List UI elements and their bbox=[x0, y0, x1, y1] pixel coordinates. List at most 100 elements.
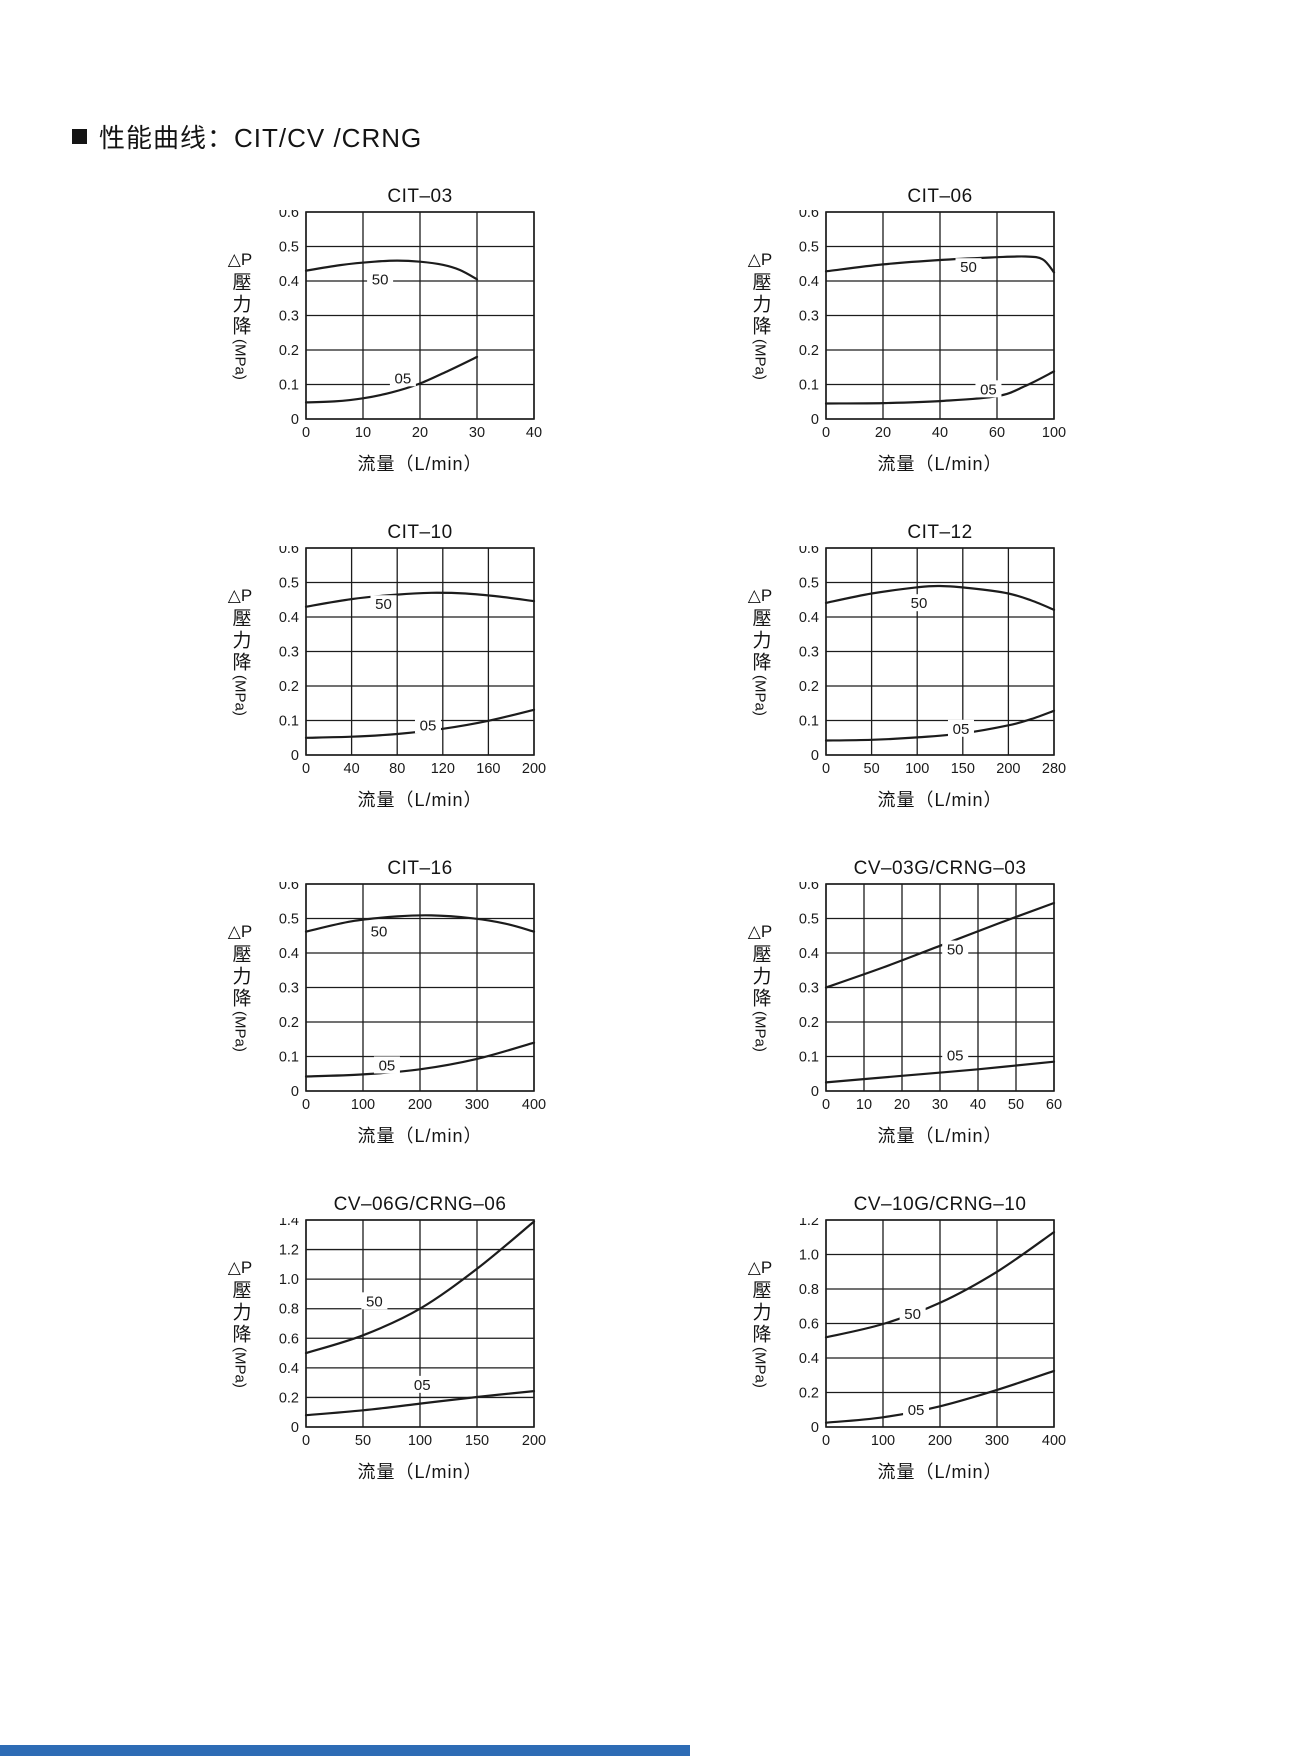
curve-label-50: 50 bbox=[911, 595, 928, 612]
svg-text:0.6: 0.6 bbox=[279, 546, 299, 557]
chart-title: CIT–10 bbox=[387, 522, 453, 543]
svg-text:30: 30 bbox=[932, 1097, 948, 1113]
svg-text:0.1: 0.1 bbox=[799, 1050, 819, 1066]
svg-text:0: 0 bbox=[302, 1433, 310, 1449]
svg-text:0.3: 0.3 bbox=[799, 309, 819, 325]
svg-text:0.5: 0.5 bbox=[799, 912, 819, 928]
svg-text:10: 10 bbox=[856, 1097, 872, 1113]
svg-text:200: 200 bbox=[996, 761, 1020, 777]
y-axis-label: △P 壓力降 (MPa) bbox=[747, 922, 773, 1052]
curve-label-05: 05 bbox=[980, 381, 997, 398]
svg-text:0.3: 0.3 bbox=[279, 309, 299, 325]
x-axis-title: 流量（L/min） bbox=[357, 454, 483, 474]
svg-text:0.6: 0.6 bbox=[799, 1317, 819, 1333]
svg-text:0.5: 0.5 bbox=[799, 240, 819, 256]
svg-text:0.6: 0.6 bbox=[799, 210, 819, 221]
svg-text:100: 100 bbox=[1042, 425, 1066, 441]
curve-label-05: 05 bbox=[953, 721, 970, 738]
svg-text:80: 80 bbox=[389, 761, 405, 777]
chart-block-cv-03g-crng-03: CV–03G/CRNG–03 △P 壓力降 (MPa) 0 0.1 0.2 0.3 0.… bbox=[734, 858, 1086, 1148]
x-axis-title: 流量（L/min） bbox=[877, 1462, 1003, 1482]
svg-text:300: 300 bbox=[465, 1097, 489, 1113]
chart-block-cv-10g-crng-10: CV–10G/CRNG–10 △P 壓力降 (MPa) 0 0.2 0.4 0.6 0.… bbox=[734, 1194, 1086, 1484]
svg-text:0.1: 0.1 bbox=[279, 378, 299, 394]
svg-text:0: 0 bbox=[291, 1420, 299, 1436]
square-bullet-icon bbox=[72, 129, 87, 144]
svg-text:0.3: 0.3 bbox=[279, 645, 299, 661]
y-axis-label: △P 壓力降 (MPa) bbox=[227, 922, 253, 1052]
svg-text:0.8: 0.8 bbox=[799, 1282, 819, 1298]
plot-area: 0 0.1 0.2 0.3 0.4 0.5 0.6 0 10 20 30 40 50 60 50 05 bbox=[799, 882, 1062, 1113]
plot-area: 0 0.2 0.4 0.6 0.8 1.0 1.2 1.4 0 50 100 150 200 50 05 bbox=[279, 1218, 546, 1449]
svg-text:200: 200 bbox=[408, 1097, 432, 1113]
svg-text:1.0: 1.0 bbox=[799, 1248, 819, 1264]
svg-text:0: 0 bbox=[291, 748, 299, 764]
plot-area: 0 0.2 0.4 0.6 0.8 1.0 1.2 0 100 200 300 400 50 05 bbox=[799, 1218, 1066, 1449]
curve-50 bbox=[824, 1231, 1056, 1339]
plot-area: 0 0.1 0.2 0.3 0.4 0.5 0.6 0 20 40 60 100 50 05 bbox=[799, 210, 1066, 441]
svg-text:0: 0 bbox=[811, 748, 819, 764]
svg-text:0.5: 0.5 bbox=[279, 912, 299, 928]
svg-text:0: 0 bbox=[811, 412, 819, 428]
curve-50 bbox=[824, 255, 1056, 274]
page-header: 性能曲线：CIT/CV /CRNG bbox=[72, 118, 422, 155]
y-axis-label: △P 壓力降 (MPa) bbox=[747, 250, 773, 380]
y-axis-label: △P 壓力降 (MPa) bbox=[747, 586, 773, 716]
curve-05 bbox=[824, 370, 1056, 405]
svg-text:0: 0 bbox=[822, 1433, 830, 1449]
svg-text:0.4: 0.4 bbox=[799, 946, 819, 962]
svg-text:0.4: 0.4 bbox=[279, 274, 299, 290]
svg-text:20: 20 bbox=[412, 425, 428, 441]
svg-text:0.6: 0.6 bbox=[799, 882, 819, 893]
svg-text:0.6: 0.6 bbox=[279, 210, 299, 221]
curve-05 bbox=[824, 1369, 1056, 1424]
plot-area: 0 0.1 0.2 0.3 0.4 0.5 0.6 0 100 200 300 400 50 05 bbox=[279, 882, 546, 1113]
x-axis-title: 流量（L/min） bbox=[357, 790, 483, 810]
svg-text:0.1: 0.1 bbox=[279, 714, 299, 730]
plot-area: 0 0.1 0.2 0.3 0.4 0.5 0.6 0 50 100 150 200 280 50 05 bbox=[799, 546, 1066, 777]
svg-text:60: 60 bbox=[989, 425, 1005, 441]
svg-text:0: 0 bbox=[822, 1097, 830, 1113]
svg-text:0.4: 0.4 bbox=[279, 1361, 299, 1377]
chart-title: CIT–12 bbox=[907, 522, 973, 543]
chart-block-cit-12: CIT–12 △P 壓力降 (MPa) 0 0.1 0.2 0.3 0.4 0.5 0.6 0… bbox=[734, 522, 1086, 812]
svg-text:0: 0 bbox=[291, 1084, 299, 1100]
svg-text:40: 40 bbox=[970, 1097, 986, 1113]
svg-text:0.3: 0.3 bbox=[279, 981, 299, 997]
chart-title: CV–10G/CRNG–10 bbox=[853, 1194, 1027, 1215]
curve-05 bbox=[304, 1041, 536, 1078]
svg-text:40: 40 bbox=[932, 425, 948, 441]
svg-text:0.1: 0.1 bbox=[279, 1050, 299, 1066]
chart-title: CV–06G/CRNG–06 bbox=[333, 1194, 507, 1215]
svg-text:0: 0 bbox=[302, 425, 310, 441]
curve-05 bbox=[824, 1060, 1056, 1084]
svg-text:30: 30 bbox=[469, 425, 485, 441]
svg-text:50: 50 bbox=[1008, 1097, 1024, 1113]
svg-text:200: 200 bbox=[522, 761, 546, 777]
x-axis-title: 流量（L/min） bbox=[877, 1126, 1003, 1146]
curve-label-50: 50 bbox=[960, 259, 977, 276]
svg-text:150: 150 bbox=[951, 761, 975, 777]
svg-text:0: 0 bbox=[811, 1084, 819, 1100]
curve-label-05: 05 bbox=[379, 1057, 396, 1074]
svg-text:150: 150 bbox=[465, 1433, 489, 1449]
svg-text:60: 60 bbox=[1046, 1097, 1062, 1113]
curve-label-05: 05 bbox=[395, 370, 412, 387]
svg-text:0.4: 0.4 bbox=[799, 274, 819, 290]
curve-05 bbox=[824, 709, 1056, 742]
curve-50 bbox=[304, 914, 536, 933]
svg-text:0.4: 0.4 bbox=[279, 610, 299, 626]
curve-05 bbox=[304, 355, 479, 404]
curve-label-05: 05 bbox=[414, 1377, 431, 1394]
svg-text:0.6: 0.6 bbox=[279, 882, 299, 893]
svg-text:100: 100 bbox=[871, 1433, 895, 1449]
chart-block-cit-10: CIT–10 △P 壓力降 (MPa) 0 0.1 0.2 0.3 0.4 0.5 0.6 0… bbox=[214, 522, 566, 812]
svg-text:0.1: 0.1 bbox=[799, 714, 819, 730]
curve-05 bbox=[304, 1390, 536, 1417]
curve-label-05: 05 bbox=[420, 717, 437, 734]
svg-text:1.2: 1.2 bbox=[279, 1243, 299, 1259]
svg-text:0.8: 0.8 bbox=[279, 1302, 299, 1318]
y-axis-label: △P 壓力降 (MPa) bbox=[747, 1258, 773, 1388]
svg-text:20: 20 bbox=[875, 425, 891, 441]
svg-text:1.0: 1.0 bbox=[279, 1272, 299, 1288]
